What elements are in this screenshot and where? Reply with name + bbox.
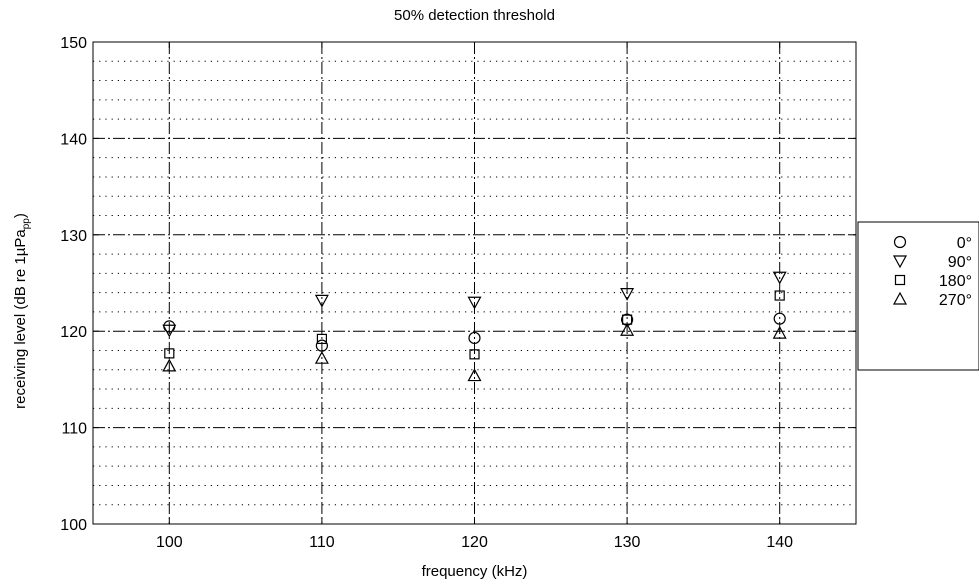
data-point-triangle-down (162, 324, 177, 338)
y-tick-label: 130 (60, 228, 87, 245)
legend-marker-triangle-up (892, 291, 908, 305)
data-point-triangle-up (467, 368, 482, 382)
data-point-triangle-down (772, 271, 787, 285)
chart-title: 50% detection threshold (394, 7, 555, 24)
y-axis-label-subscript: pp (21, 218, 32, 230)
legend-marker-circle (893, 235, 907, 249)
y-tick-label: 110 (61, 421, 87, 438)
data-point-triangle-up (314, 350, 329, 364)
data-point-triangle-up (162, 358, 177, 372)
data-point-triangle-down (620, 288, 635, 301)
x-axis-label: frequency (kHz) (421, 563, 528, 580)
legend-label: 180° (939, 273, 972, 290)
y-axis-label: receiving level (dB re 1µPapp) (12, 213, 32, 409)
data-point-circle (468, 331, 481, 345)
y-axis-label-suffix: ) (12, 213, 29, 219)
series-triangle-down (162, 271, 787, 338)
data-point-square (469, 349, 480, 360)
x-tick-label: 110 (309, 534, 335, 551)
data-point-triangle-up (620, 322, 635, 336)
series-square (164, 290, 785, 360)
data-point-square (316, 333, 327, 345)
x-tick-label: 120 (461, 534, 488, 551)
data-point-triangle-down (314, 294, 329, 308)
legend-label: 270° (939, 292, 972, 309)
legend-label: 0° (957, 235, 972, 252)
data-point-square (164, 348, 175, 359)
data-points (162, 271, 787, 382)
data-point-triangle-up (772, 325, 787, 339)
x-tick-label: 130 (614, 534, 641, 551)
y-tick-label: 150 (60, 35, 87, 52)
legend-label: 90° (948, 254, 972, 271)
y-tick-label: 140 (60, 131, 87, 148)
y-tick-label: 120 (60, 324, 87, 341)
grid (93, 42, 856, 524)
data-point-square (774, 290, 785, 301)
series-triangle-up (162, 322, 787, 382)
legend-box (857, 221, 979, 371)
legend-marker-square (894, 274, 906, 286)
axis-ticks: 100 110 120 130 140 150 100 110 120 130 140 (60, 35, 856, 551)
y-tick-label: 100 (60, 517, 87, 534)
legend: 0° 90° 180° 270° (857, 221, 979, 371)
data-point-circle (773, 312, 786, 325)
x-tick-label: 140 (766, 534, 793, 551)
legend-marker-triangle-down (892, 255, 908, 269)
x-tick-label: 100 (156, 534, 183, 551)
y-axis-label-text: receiving level (dB re 1µPa (12, 229, 29, 409)
data-point-triangle-down (467, 296, 482, 310)
